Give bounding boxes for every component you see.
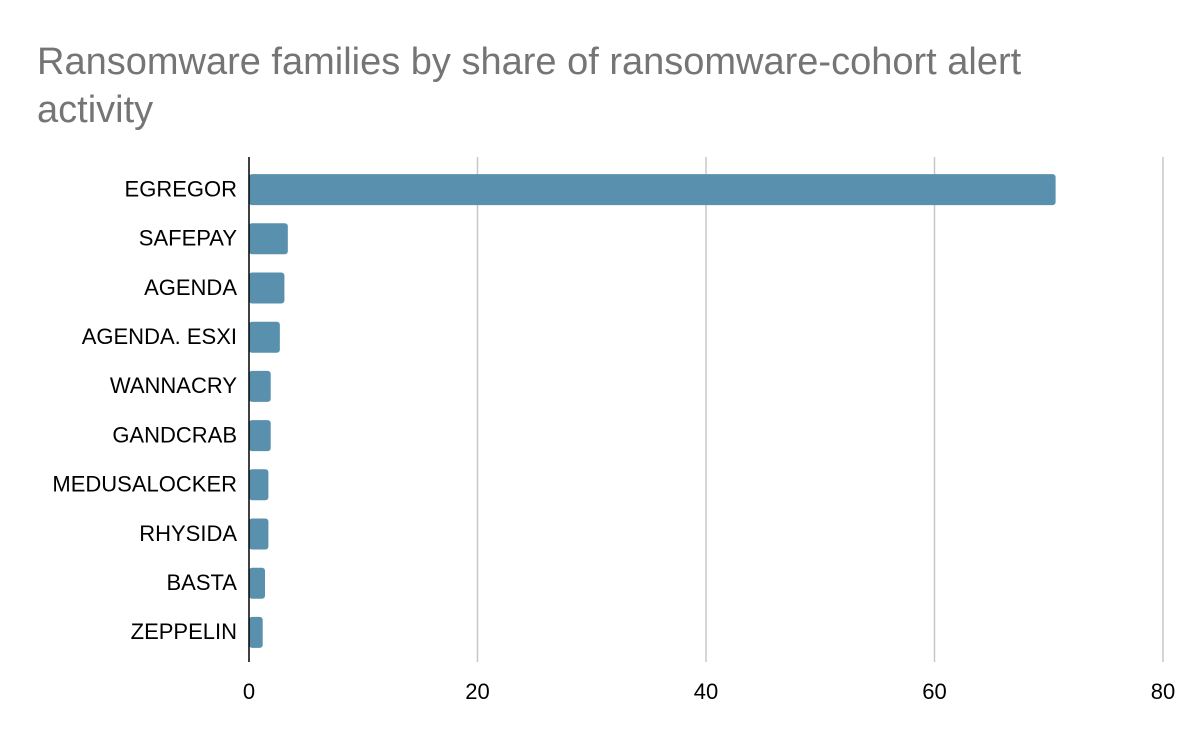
x-tick-label-40: 40 (694, 679, 718, 704)
bar-egregor (249, 174, 1056, 206)
bar-agenda-esxi (249, 321, 280, 353)
x-tick-label-60: 60 (922, 679, 946, 704)
x-tick-label-0: 0 (243, 679, 255, 704)
category-label-rhysida: RHYSIDA (139, 521, 237, 546)
category-label-zeppelin: ZEPPELIN (131, 619, 237, 644)
category-label-safepay: SAFEPAY (139, 226, 238, 251)
bar-gandcrab (249, 420, 271, 452)
bar-zeppelin (249, 616, 263, 648)
category-label-medusalocker: MEDUSALOCKER (52, 472, 237, 497)
category-label-gandcrab: GANDCRAB (112, 422, 237, 447)
category-label-wannacry: WANNACRY (110, 373, 237, 398)
category-label-agenda: AGENDA (144, 275, 237, 300)
category-label-egregor: EGREGOR (125, 176, 237, 201)
bar-basta (249, 567, 265, 599)
bar-wannacry (249, 370, 271, 402)
bar-rhysida (249, 518, 269, 550)
category-label-agenda-esxi: AGENDA. ESXI (82, 324, 237, 349)
bar-medusalocker (249, 469, 269, 501)
x-tick-label-20: 20 (465, 679, 489, 704)
category-labels: EGREGOR SAFEPAY AGENDA AGENDA. ESXI WANNACRY… (52, 176, 237, 644)
bar-safepay (249, 223, 288, 255)
x-tick-label-80: 80 (1151, 679, 1175, 704)
bar-agenda (249, 272, 285, 304)
chart-title: Ransomware families by share of ransomwa… (37, 41, 1022, 131)
category-label-basta: BASTA (166, 570, 237, 595)
gridlines (476, 157, 1164, 662)
bars (249, 174, 1056, 648)
tick-labels: 0 20 40 60 80 (243, 679, 1175, 704)
